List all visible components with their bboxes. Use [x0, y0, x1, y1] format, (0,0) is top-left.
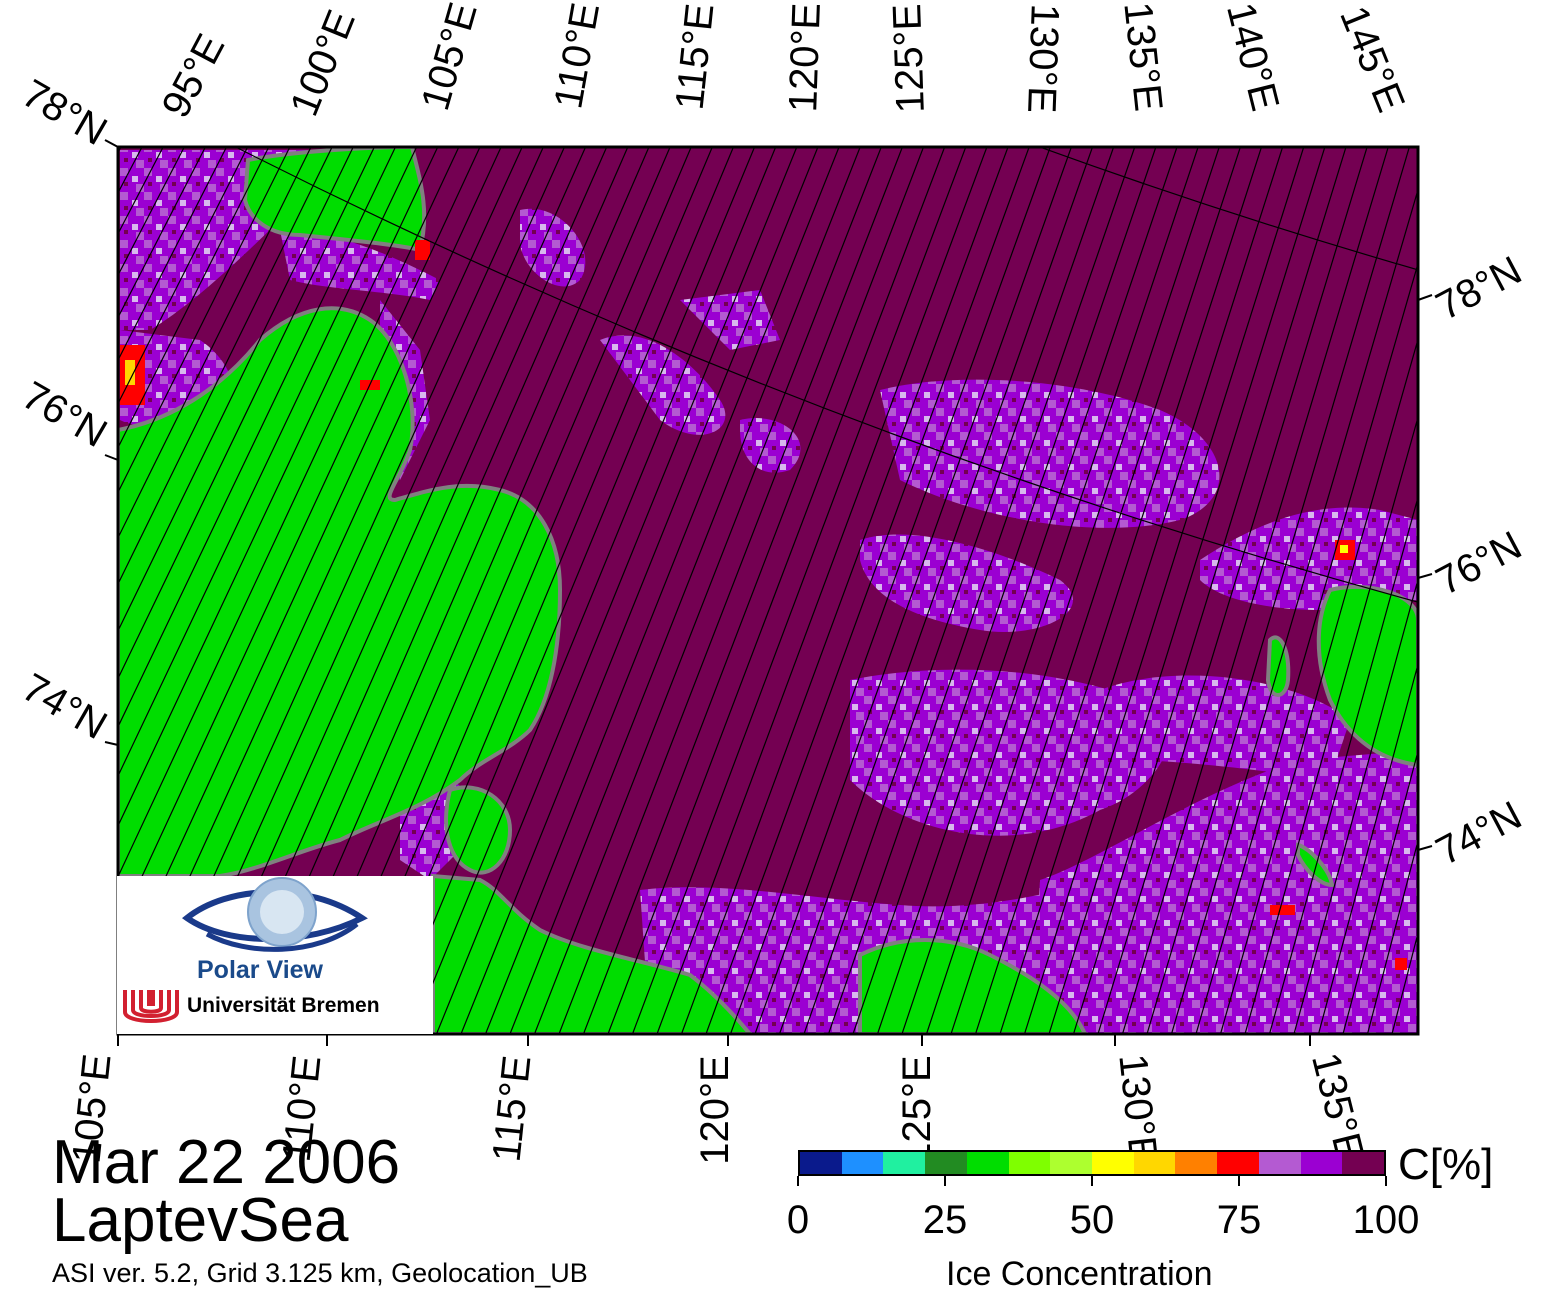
- top-lon-label: 115°E: [668, 1, 723, 111]
- colorbar-segment: [1259, 1152, 1301, 1174]
- colorbar-segment: [1342, 1152, 1384, 1174]
- frame-tick: [105, 455, 118, 460]
- top-lon-label: 140°E: [1218, 0, 1287, 115]
- top-lon-label: 135°E: [1115, 0, 1170, 113]
- colorbar-tick-label: 100: [1353, 1198, 1420, 1243]
- colorbar-tick: [1238, 1176, 1240, 1186]
- bottom-lon-label: 135°E: [1303, 1048, 1372, 1165]
- polar-view-logo: Polar View Universität Bremen: [117, 876, 433, 1034]
- top-lon-label: 105°E: [413, 0, 485, 115]
- land-bolshoy-begichev: [446, 787, 510, 872]
- frame-tick: [1418, 574, 1432, 578]
- footer-note: ASI ver. 5.2, Grid 3.125 km, Geolocation…: [52, 1258, 588, 1289]
- colorbar-title: Ice Concentration: [946, 1255, 1213, 1294]
- bottom-lon-label: 125°E: [895, 1055, 939, 1164]
- right-lat-label: 78°N: [1429, 248, 1529, 329]
- colorbar-tick-label: 75: [1217, 1198, 1262, 1243]
- meridian-line: [1441, 0, 1541, 1034]
- colorbar-segment: [1175, 1152, 1217, 1174]
- university-seal-icon: [119, 986, 183, 1030]
- colorbar-segment: [1092, 1152, 1134, 1174]
- colorbar-segment: [883, 1152, 925, 1174]
- bottom-lon-label: 130°E: [1110, 1052, 1165, 1165]
- frame-tick: [105, 742, 118, 745]
- colorbar-segment: [800, 1152, 842, 1174]
- meridian-line: [1417, 0, 1541, 1034]
- colorbar-tick-label: 25: [923, 1198, 968, 1243]
- frame-tick: [105, 140, 118, 147]
- meridian-line: [1466, 0, 1541, 1034]
- colorbar-tick: [1091, 1176, 1093, 1186]
- colorbar-segment: [1050, 1152, 1092, 1174]
- meridian-line: [1490, 0, 1541, 1034]
- top-longitude-labels: 95°E 100°E 105°E 110°E 115°E 120°E 125°E 130°E 1…: [154, 0, 1413, 125]
- left-lat-label: 76°N: [15, 373, 114, 456]
- logo-title: Polar View: [197, 956, 323, 985]
- top-lon-label: 130°E: [1019, 3, 1067, 114]
- region-label: LaptevSea: [52, 1190, 348, 1252]
- colorbar-segment: [925, 1152, 967, 1174]
- colorbar-tick: [797, 1176, 799, 1186]
- bottom-lon-label: 115°E: [485, 1053, 540, 1163]
- top-lon-label: 125°E: [885, 3, 933, 114]
- right-lat-label: 74°N: [1429, 793, 1529, 874]
- top-lon-label: 110°E: [546, 0, 608, 112]
- frame-tick: [1418, 846, 1432, 850]
- colorbar-segment: [1009, 1152, 1051, 1174]
- colorbar-segment: [1134, 1152, 1176, 1174]
- left-lat-label: 74°N: [15, 665, 114, 748]
- colorbar-tick: [1385, 1176, 1387, 1186]
- meridian-line: [1515, 0, 1541, 1034]
- top-lon-label: 100°E: [282, 4, 364, 122]
- colorbar-tick-label: 50: [1070, 1198, 1115, 1243]
- right-latitude-labels: 78°N 76°N 74°N: [1429, 248, 1529, 874]
- right-lat-label: 76°N: [1429, 523, 1529, 604]
- colorbar-segment: [1217, 1152, 1259, 1174]
- date-label: Mar 22 2006: [52, 1132, 400, 1194]
- colorbar: [798, 1150, 1386, 1176]
- top-lon-label: 120°E: [781, 2, 829, 113]
- top-lon-label: 145°E: [1331, 0, 1413, 118]
- colorbar-segment: [842, 1152, 884, 1174]
- left-lat-label: 78°N: [15, 71, 114, 154]
- top-lon-label: 95°E: [154, 27, 234, 125]
- left-latitude-labels: 78°N 76°N 74°N: [15, 71, 114, 748]
- colorbar-tick-label: 0: [787, 1198, 809, 1243]
- colorbar-segment: [1301, 1152, 1343, 1174]
- colorbar-unit-label: C[%]: [1398, 1143, 1493, 1187]
- frame-tick: [1418, 295, 1432, 300]
- colorbar-segment: [967, 1152, 1009, 1174]
- bottom-lon-label: 120°E: [693, 1055, 737, 1164]
- logo-org: Universität Bremen: [187, 994, 380, 1018]
- colorbar-tick: [944, 1176, 946, 1186]
